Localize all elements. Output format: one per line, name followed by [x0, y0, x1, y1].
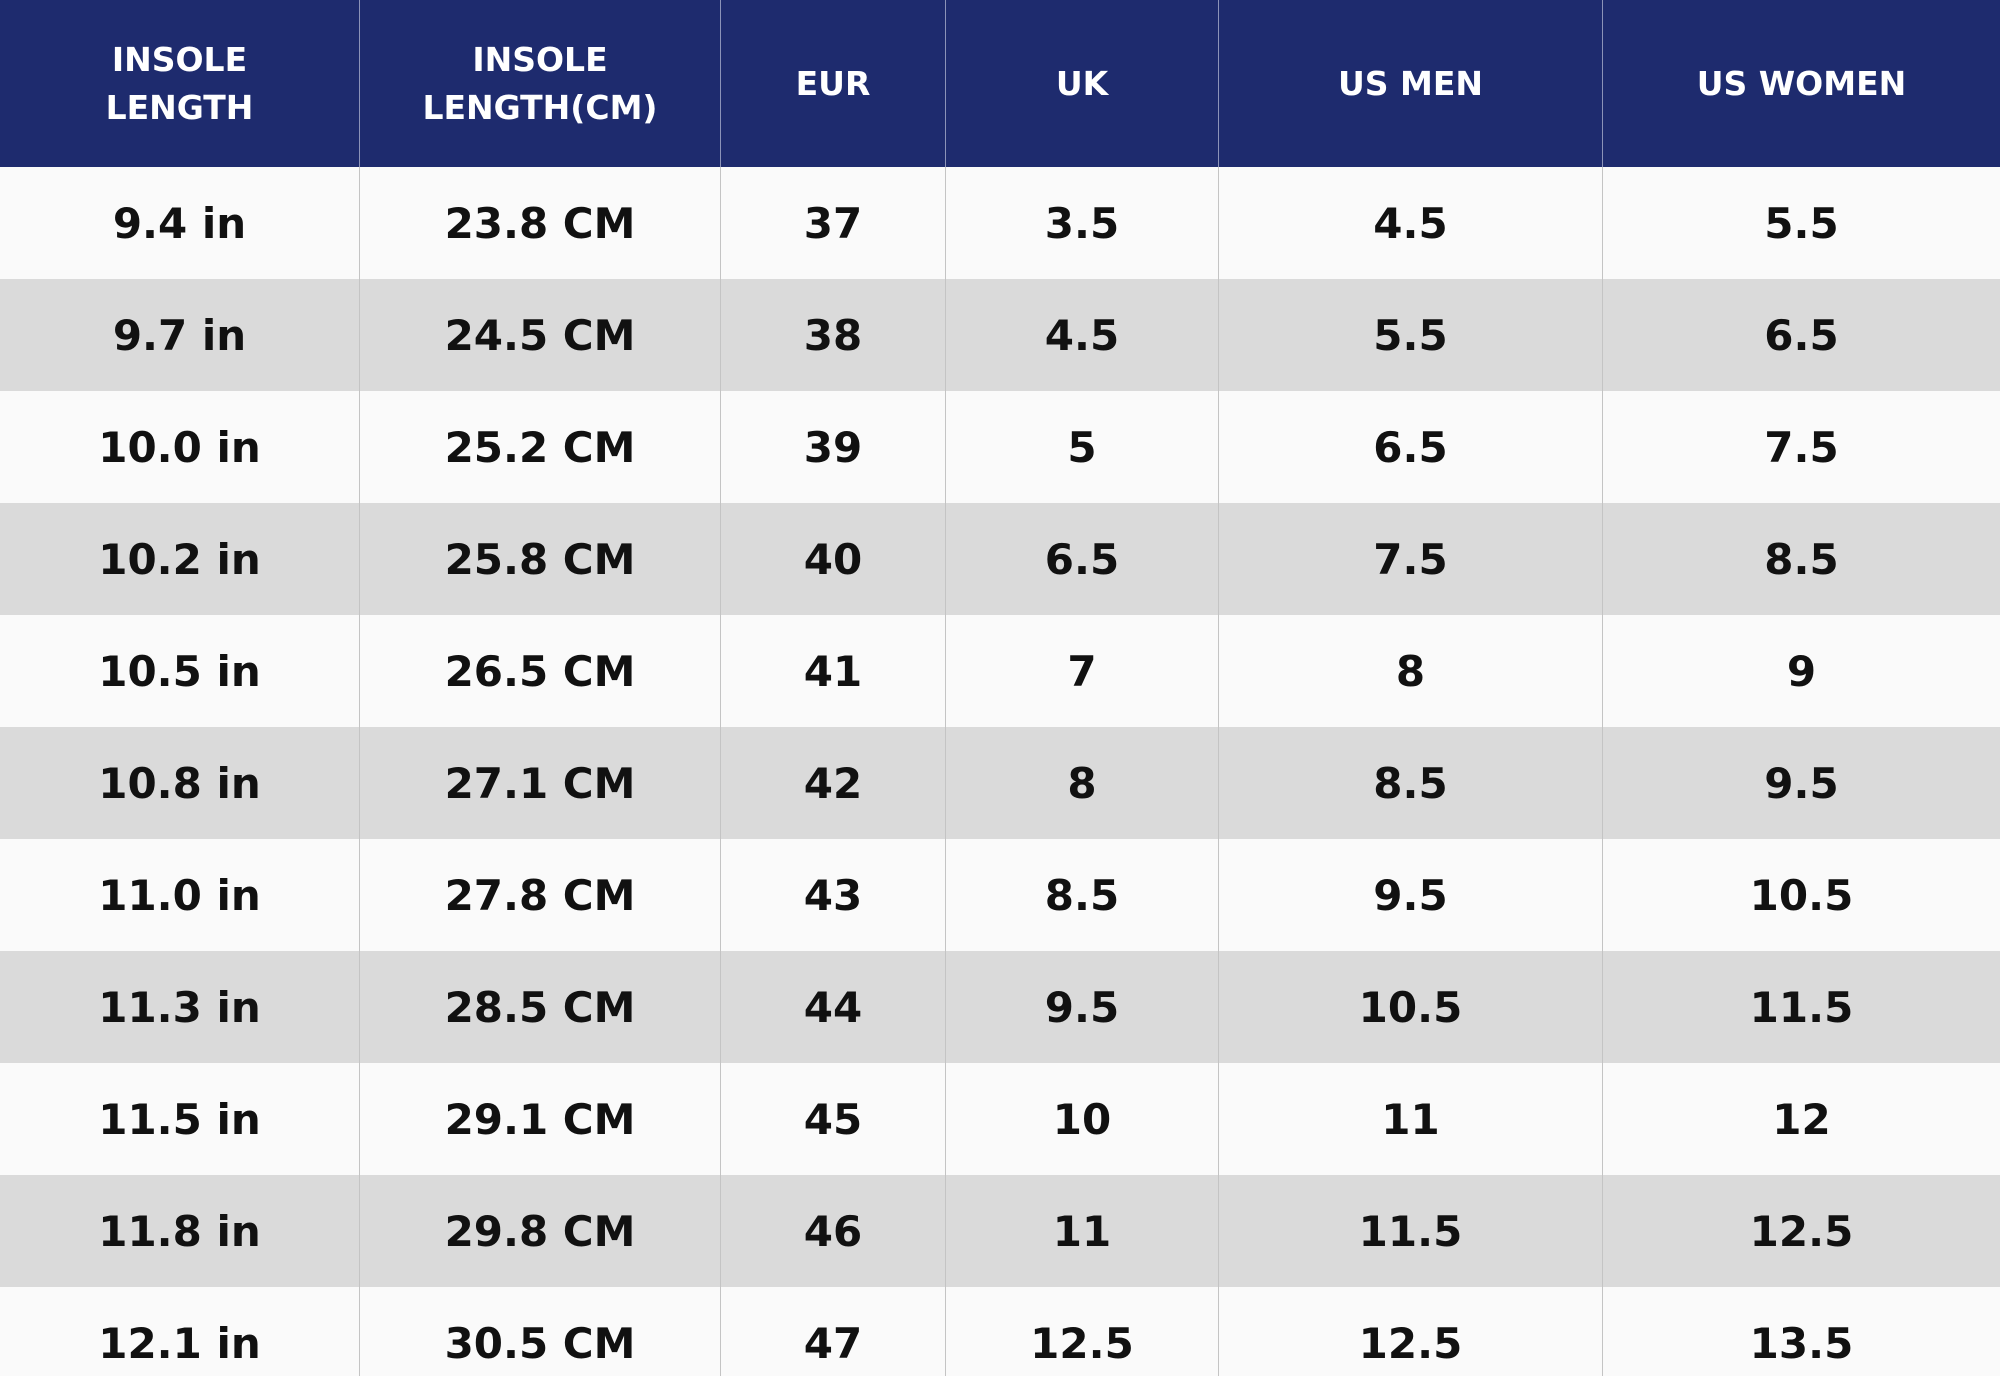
table-cell: 10 [946, 1063, 1219, 1175]
table-cell: 26.5 CM [360, 615, 721, 727]
table-cell: 30.5 CM [360, 1287, 721, 1376]
table-row: 11.0 in 27.8 CM 43 8.5 9.5 10.5 [0, 839, 2000, 951]
header-cell: INSOLE LENGTH(CM) [360, 0, 721, 167]
table-cell: 5.5 [1219, 279, 1603, 391]
table-cell: 37 [721, 167, 946, 279]
table-cell: 10.5 [1749, 870, 1854, 920]
table-row: 9.4 in 23.8 CM 37 3.5 4.5 5.5 [0, 167, 2000, 279]
table-cell: 7.5 [1219, 503, 1603, 615]
header-cell: INSOLE LENGTH [0, 0, 360, 167]
table-cell: 10.5 [1219, 951, 1603, 1063]
header-cell: US MEN [1219, 0, 1603, 167]
header-cell: UK [946, 0, 1219, 167]
table-cell: 7.5 [1764, 422, 1839, 472]
table-cell: 11 [1219, 1063, 1603, 1175]
table-cell: 38 [721, 279, 946, 391]
table-cell: 46 [721, 1175, 946, 1287]
table-cell: 9.5 [1764, 758, 1839, 808]
header-row: INSOLE LENGTH INSOLE LENGTH(CM) EUR UK US ME… [0, 0, 2000, 167]
header-cell: EUR [721, 0, 946, 167]
table-cell: 45 [721, 1063, 946, 1175]
table-cell: 29.1 CM [360, 1063, 721, 1175]
table-row: 10.2 in 25.8 CM 40 6.5 7.5 8.5 [0, 503, 2000, 615]
table-row: 10.0 in 25.2 CM 39 5 6.5 7.5 [0, 391, 2000, 503]
table-cell: 11.8 in [0, 1175, 360, 1287]
table-row: 10.5 in 26.5 CM 41 7 8 9 [0, 615, 2000, 727]
table-cell: 9 [1786, 646, 1817, 696]
table-cell: 11.5 [1219, 1175, 1603, 1287]
table-cell: 40 [721, 503, 946, 615]
table-cell: 7 [946, 615, 1219, 727]
table-row: 10.8 in 27.1 CM 42 8 8.5 9.5 [0, 727, 2000, 839]
header-cell: US WOMEN [1696, 63, 1907, 103]
table-cell: 42 [721, 727, 946, 839]
table-cell: 41 [721, 615, 946, 727]
table-cell: 5 [946, 391, 1219, 503]
table-cell: 10.8 in [0, 727, 360, 839]
table-cell: 10.0 in [0, 391, 360, 503]
table-row: 9.7 in 24.5 CM 38 4.5 5.5 6.5 [0, 279, 2000, 391]
table-cell: 29.8 CM [360, 1175, 721, 1287]
table-cell: 8.5 [1764, 534, 1839, 584]
table-row: 11.3 in 28.5 CM 44 9.5 10.5 11.5 [0, 951, 2000, 1063]
table-cell: 12.5 [1749, 1206, 1854, 1256]
table-cell: 43 [721, 839, 946, 951]
table-row: 11.8 in 29.8 CM 46 11 11.5 12.5 [0, 1175, 2000, 1287]
table-row: 11.5 in 29.1 CM 45 10 11 12 [0, 1063, 2000, 1175]
table-cell: 9.7 in [0, 279, 360, 391]
table-row: 12.1 in 30.5 CM 47 12.5 12.5 13.5 [0, 1287, 2000, 1376]
table-body: 9.4 in 23.8 CM 37 3.5 4.5 5.5 9.7 in 24.5 CM 38 4… [0, 167, 2000, 1376]
table-cell: 4.5 [1219, 167, 1603, 279]
table-cell: 28.5 CM [360, 951, 721, 1063]
table-cell: 47 [721, 1287, 946, 1376]
table-cell: 11.5 in [0, 1063, 360, 1175]
table-cell: 11.0 in [0, 839, 360, 951]
table-cell: 8.5 [1219, 727, 1603, 839]
table-cell: 8 [946, 727, 1219, 839]
table-cell: 24.5 CM [360, 279, 721, 391]
table-cell: 6.5 [1219, 391, 1603, 503]
table-cell: 25.2 CM [360, 391, 721, 503]
table-cell: 13.5 [1749, 1318, 1854, 1368]
table-cell: 44 [721, 951, 946, 1063]
table-cell: 23.8 CM [360, 167, 721, 279]
table-cell: 12.5 [946, 1287, 1219, 1376]
table-cell: 8 [1219, 615, 1603, 727]
table-cell: 3.5 [946, 167, 1219, 279]
table-cell: 9.5 [946, 951, 1219, 1063]
table-cell: 10.2 in [0, 503, 360, 615]
table-cell: 9.5 [1219, 839, 1603, 951]
table-cell: 11.5 [1749, 982, 1854, 1032]
table-cell: 4.5 [946, 279, 1219, 391]
table-cell: 12.5 [1219, 1287, 1603, 1376]
table-cell: 8.5 [946, 839, 1219, 951]
table-cell: 27.1 CM [360, 727, 721, 839]
table-cell: 6.5 [946, 503, 1219, 615]
table-cell: 12 [1772, 1094, 1831, 1144]
table-cell: 12.1 in [0, 1287, 360, 1376]
table-cell: 39 [721, 391, 946, 503]
table-cell: 10.5 in [0, 615, 360, 727]
table-cell: 11.3 in [0, 951, 360, 1063]
table-cell: 5.5 [1764, 198, 1839, 248]
table-cell: 6.5 [1764, 310, 1839, 360]
table-cell: 11 [946, 1175, 1219, 1287]
table-cell: 27.8 CM [360, 839, 721, 951]
table-cell: 25.8 CM [360, 503, 721, 615]
table-cell: 9.4 in [0, 167, 360, 279]
